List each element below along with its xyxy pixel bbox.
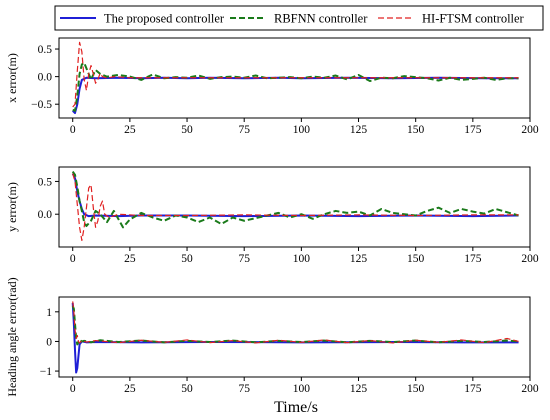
x-tick-label: 50	[181, 383, 193, 395]
x-tick-label: 25	[124, 124, 136, 136]
y-tick-label: −0.5	[31, 99, 52, 111]
x-tick-label: 200	[521, 124, 539, 136]
series-line	[71, 305, 519, 346]
series-group	[72, 41, 519, 115]
y-tick-label: 1	[46, 307, 52, 319]
x-tick-label: 50	[181, 124, 193, 136]
y-tick-label: −1	[40, 366, 52, 378]
series-group	[71, 301, 519, 374]
series-line	[71, 171, 519, 229]
y-axis-label: x error(m)	[5, 53, 19, 103]
x-tick-label: 150	[407, 383, 425, 395]
legend-label: HI-FTSM controller	[422, 12, 525, 26]
x-tick-label: 150	[407, 253, 425, 265]
x-tick-label: 25	[124, 253, 136, 265]
x-tick-label: 75	[238, 124, 250, 136]
y-tick-label: 0	[46, 336, 52, 348]
y-axis-label: Heading angle error(rad)	[5, 277, 19, 396]
x-tick-label: 125	[350, 124, 368, 136]
x-tick-label: 125	[350, 383, 368, 395]
x-tick-label: 0	[70, 253, 76, 265]
x-tick-label: 75	[238, 253, 250, 265]
series-line	[72, 76, 519, 115]
x-tick-label: 100	[293, 253, 311, 265]
axes-frame	[58, 37, 531, 119]
x-tick-label: 175	[464, 253, 482, 265]
x-tick-label: 125	[350, 253, 368, 265]
series-line	[71, 173, 519, 218]
x-tick-label: 175	[464, 383, 482, 395]
x-tick-label: 0	[70, 124, 76, 136]
series-line	[71, 302, 519, 374]
x-tick-label: 200	[521, 253, 539, 265]
series-line	[72, 173, 519, 242]
series-group	[71, 171, 519, 242]
series-line	[72, 301, 519, 344]
x-tick-label: 0	[70, 383, 76, 395]
series-line	[72, 41, 519, 108]
x-tick-label: 200	[521, 383, 539, 395]
y-tick-label: 0.0	[38, 72, 53, 84]
x-tick-label: 175	[464, 124, 482, 136]
axes-frame	[58, 296, 531, 378]
x-tick-label: 50	[181, 253, 193, 265]
heading-angle-error-subplot: 0 25 50 75 100 125 150 175 200 −1 0 1 Heading angle …	[5, 277, 539, 396]
x-error-subplot: 0 25 50 75 100 125 150 175 200 −0.5 0.0 0.5 x error(…	[5, 37, 539, 136]
x-tick-label: 100	[293, 383, 311, 395]
x-tick-label: 25	[124, 383, 136, 395]
legend-label: The proposed controller	[104, 12, 225, 26]
x-tick-label: 75	[238, 383, 250, 395]
legend-box	[54, 5, 544, 31]
y-tick-label: 0.5	[38, 176, 53, 188]
axes-frame	[58, 166, 531, 248]
y-tick-label: 0.0	[38, 209, 53, 221]
x-tick-label: 150	[407, 124, 425, 136]
y-axis-label: y error(m)	[5, 182, 19, 232]
legend: The proposed controller RBFNN controller H…	[54, 5, 544, 31]
x-axis-label: Time/s	[274, 399, 318, 416]
series-line	[72, 61, 519, 112]
x-tick-label: 100	[293, 124, 311, 136]
y-tick-label: 0.5	[38, 44, 53, 56]
legend-label: RBFNN controller	[274, 12, 368, 26]
y-error-subplot: 0 25 50 75 100 125 150 175 200 0.0 0.5 y error(m)	[5, 166, 539, 265]
